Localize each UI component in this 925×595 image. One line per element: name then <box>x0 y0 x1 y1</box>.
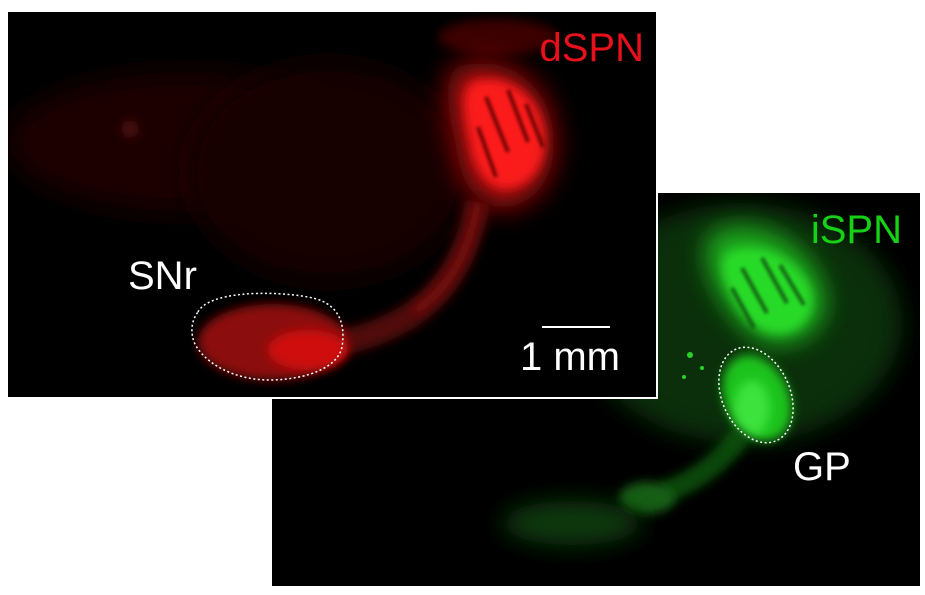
dspn-channel-label: dSPN <box>539 26 645 70</box>
snr-region-label: SNr <box>128 254 197 298</box>
ispn-fluorescence-image <box>502 203 902 545</box>
ispn-channel-label: iSPN <box>810 208 902 252</box>
scale-bar-label: 1 mm <box>520 335 620 379</box>
gp-outline <box>718 346 794 444</box>
dspn-micrograph-panel: dSPN SNr 1 mm <box>6 10 658 399</box>
scale-bar <box>542 326 610 328</box>
gp-region-label: GP <box>793 445 851 489</box>
dspn-fluorescence-image <box>8 19 558 381</box>
